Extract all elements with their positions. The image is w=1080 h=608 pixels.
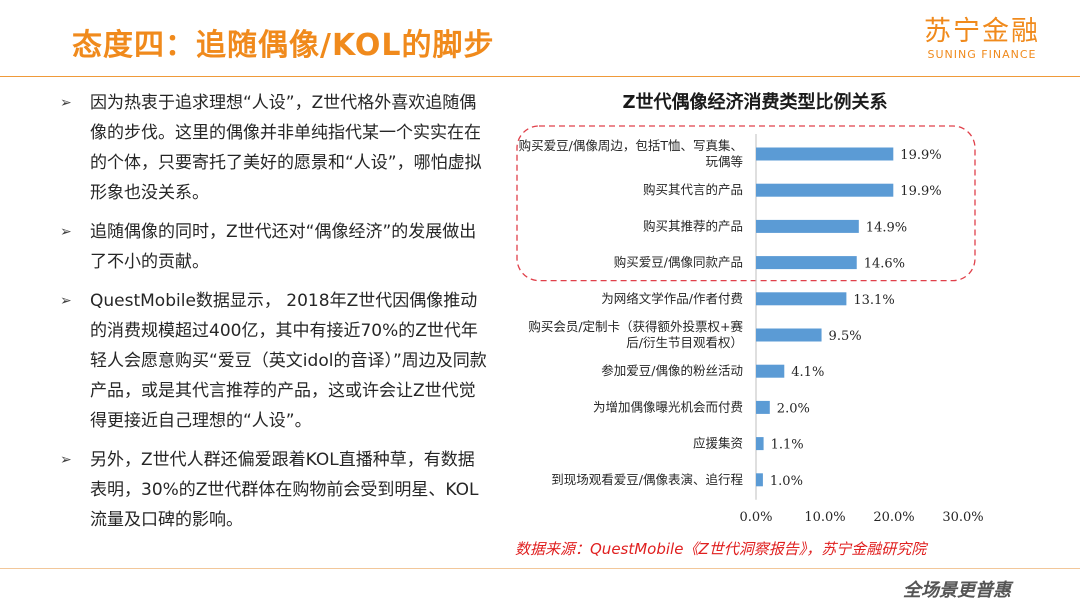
bar-value-label: 13.1% [853, 293, 894, 308]
bullet-text: QuestMobile数据显示， 2018年Z世代因偶像推动的消费规模超过400… [90, 291, 487, 431]
category-label-line: 参加爱豆/偶像的粉丝活动 [601, 363, 743, 378]
category-label-line: 购买其代言的产品 [643, 182, 743, 197]
category-label-line: 购买其推荐的产品 [643, 218, 743, 233]
x-tick-label: 30.0% [942, 510, 983, 525]
suning-finance-logo: 苏宁金融 SUNING FINANCE [913, 16, 1051, 62]
chart-title: Z世代偶像经济消费类型比例关系 [622, 92, 888, 113]
bar-value-label: 4.1% [791, 365, 824, 380]
category-label: 为增加偶像曝光机会而付费 [593, 399, 743, 414]
category-label-line: 购买爱豆/偶像同款产品 [614, 255, 743, 270]
bar-value-label: 14.6% [864, 257, 905, 272]
bar-value-label: 19.9% [900, 148, 941, 163]
bullet-item-questmobile: ➢ QuestMobile数据显示， 2018年Z世代因偶像推动的消费规模超过4… [60, 286, 490, 436]
logo-english-text: SUNING FINANCE [927, 48, 1037, 61]
category-label: 购买爱豆/偶像周边，包括T恤、写真集、玩偶等 [519, 138, 743, 169]
category-label: 应援集资 [693, 436, 743, 451]
header-divider [0, 76, 1080, 77]
category-label: 参加爱豆/偶像的粉丝活动 [601, 363, 743, 378]
bar [756, 437, 764, 451]
highlight-box [516, 125, 976, 282]
bar [756, 328, 822, 342]
bar [756, 183, 894, 197]
category-label-line: 购买会员/定制卡（获得额外投票权+赛 [528, 319, 743, 334]
bullet-text: 追随偶像的同时，Z世代还对“偶像经济”的发展做出了不小的贡献。 [90, 222, 477, 272]
category-label-line: 应援集资 [693, 436, 743, 451]
bar-value-label: 14.9% [866, 220, 907, 235]
bullet-arrow-icon: ➢ [60, 293, 72, 309]
bullet-text: 另外，Z世代人群还偏爱跟着KOL直播种草，有数据表明，30%的Z世代群体在购物前… [90, 450, 479, 530]
bar-value-label: 2.0% [777, 401, 810, 416]
category-label-line: 为网络文学作品/作者付费 [601, 291, 743, 306]
bar-value-label: 1.1% [771, 438, 804, 453]
bar [756, 400, 770, 414]
bar-value-label: 9.5% [829, 329, 862, 344]
logo-chinese-text: 苏宁金融 [924, 16, 1040, 47]
bullet-arrow-icon: ➢ [60, 452, 72, 468]
bar [756, 147, 894, 161]
bar [756, 473, 763, 487]
category-label: 到现场观看爱豆/偶像表演、追行程 [551, 472, 743, 487]
category-label: 购买爱豆/偶像同款产品 [614, 255, 743, 270]
x-tick-label: 20.0% [873, 510, 914, 525]
bar-value-label: 19.9% [900, 184, 941, 199]
footer-divider [0, 568, 1080, 569]
category-label: 为网络文学作品/作者付费 [601, 291, 743, 306]
x-tick-label: 10.0% [804, 510, 845, 525]
data-source-note: 数据来源：QuestMobile《Z世代洞察报告》，苏宁金融研究院 [515, 540, 927, 558]
category-label-line: 到现场观看爱豆/偶像表演、追行程 [551, 472, 743, 487]
bullet-text: 因为热衷于追求理想“人设”，Z世代格外喜欢追随偶像的步伐。这里的偶像并非单纯指代… [90, 93, 482, 203]
page-title: 态度四：追随偶像/KOL的脚步 [72, 28, 495, 63]
bar [756, 292, 847, 306]
bar [756, 364, 785, 378]
category-label: 购买会员/定制卡（获得额外投票权+赛后/衍生节目观看权） [528, 319, 743, 350]
category-label-line: 为增加偶像曝光机会而付费 [593, 399, 743, 414]
category-label-line: 后/衍生节目观看权） [626, 335, 743, 350]
category-label: 购买其代言的产品 [643, 182, 743, 197]
category-label-line: 玩偶等 [705, 154, 743, 169]
bullet-arrow-icon: ➢ [60, 224, 72, 240]
bar-value-label: 1.0% [770, 474, 803, 489]
category-label: 购买其推荐的产品 [643, 218, 743, 233]
x-tick-label: 0.0% [739, 510, 772, 525]
bullet-list: ➢ 因为热衷于追求理想“人设”，Z世代格外喜欢追随偶像的步伐。这里的偶像并非单纯… [60, 88, 490, 544]
bullet-item-idol-persona: ➢ 因为热衷于追求理想“人设”，Z世代格外喜欢追随偶像的步伐。这里的偶像并非单纯… [60, 88, 490, 208]
bar [756, 219, 859, 233]
bar [756, 256, 857, 270]
bullet-arrow-icon: ➢ [60, 95, 72, 111]
bullet-item-kol: ➢ 另外，Z世代人群还偏爱跟着KOL直播种草，有数据表明，30%的Z世代群体在购… [60, 445, 490, 535]
footer-slogan: 全场景更普惠 [903, 580, 1011, 601]
category-label-line: 购买爱豆/偶像周边，包括T恤、写真集、 [519, 138, 743, 153]
bullet-item-idol-economy: ➢ 追随偶像的同时，Z世代还对“偶像经济”的发展做出了不小的贡献。 [60, 217, 490, 277]
